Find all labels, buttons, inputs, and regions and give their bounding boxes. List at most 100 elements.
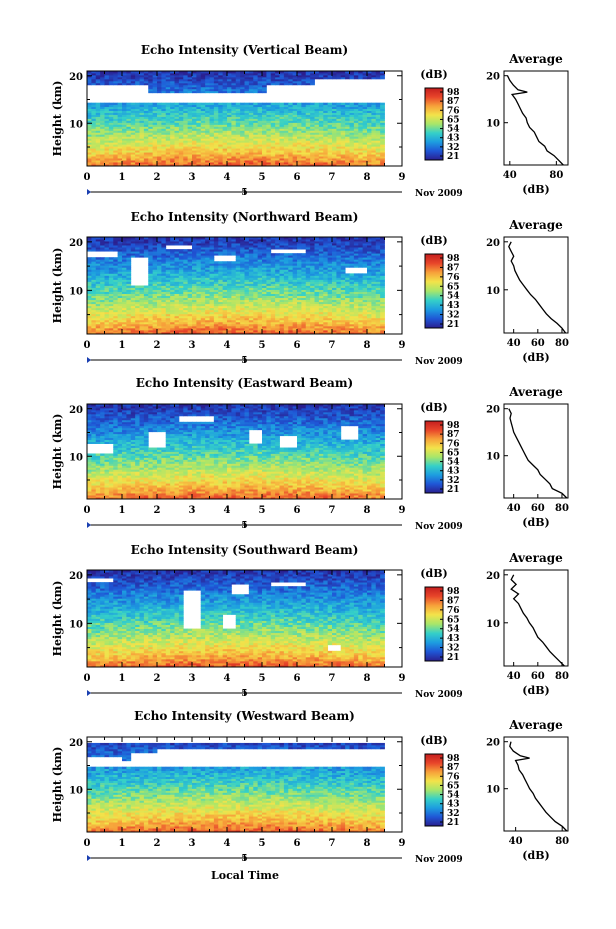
heatmap-cell	[327, 321, 333, 325]
heatmap-cell	[323, 287, 329, 290]
heatmap-cell	[91, 315, 97, 319]
heatmap-cell	[100, 323, 105, 327]
heatmap-cell	[104, 104, 110, 108]
heatmap-cell	[91, 71, 97, 74]
heatmap-cell	[327, 144, 333, 147]
heatmap-cell	[104, 72, 110, 76]
heatmap-cell	[318, 321, 324, 325]
heatmap-cell	[375, 305, 381, 309]
heatmap-cell	[367, 293, 372, 296]
heatmap-cell	[231, 140, 237, 143]
heatmap-cell	[205, 323, 210, 327]
heatmap-cell	[161, 160, 167, 163]
heatmap-cell	[332, 299, 337, 303]
heatmap-cell	[178, 140, 184, 143]
heatmap-cell	[95, 118, 101, 121]
heatmap-cell	[235, 273, 241, 276]
heatmap-cell	[305, 140, 311, 143]
heatmap-cell	[108, 102, 114, 106]
heatmap-cell	[297, 130, 302, 133]
heatmap-cell	[270, 160, 276, 163]
heatmap-cell	[310, 104, 315, 108]
heatmap-cell	[305, 118, 311, 121]
heatmap-cell	[170, 154, 175, 157]
heatmap-cell	[371, 110, 377, 113]
heatmap-cell	[174, 291, 180, 294]
heatmap-cell	[143, 102, 149, 106]
heatmap-cell	[178, 130, 184, 133]
heatmap-cell	[310, 325, 315, 329]
heatmap-cell	[187, 299, 193, 303]
heatmap-cell	[301, 138, 307, 141]
heatmap-cell	[148, 305, 154, 309]
heatmap-cell	[353, 154, 359, 157]
heatmap-cell	[336, 307, 342, 311]
heatmap-cell	[222, 293, 228, 296]
heatmap-cell	[122, 317, 127, 321]
heatmap-cell	[340, 283, 346, 286]
heatmap-cell	[380, 118, 385, 121]
heatmap-cell	[196, 325, 202, 329]
heatmap-cell	[301, 319, 307, 323]
heatmap-cell	[240, 142, 245, 145]
heatmap-cell	[262, 114, 267, 117]
heatmap-cell	[91, 275, 97, 278]
heatmap-cell	[332, 301, 337, 305]
heatmap-cell	[126, 295, 132, 299]
heatmap-cell	[148, 327, 154, 331]
heatmap-cell	[126, 331, 132, 334]
heatmap-cell	[371, 156, 377, 159]
heatmap-cell	[253, 80, 259, 84]
heatmap-cell	[240, 305, 245, 309]
heatmap-cell	[283, 301, 289, 305]
heatmap-cell	[262, 295, 267, 299]
heatmap-cell	[231, 114, 237, 117]
heatmap-cell	[122, 114, 127, 117]
heatmap-cell	[340, 281, 346, 284]
heatmap-cell	[275, 71, 280, 74]
heatmap-cell	[318, 323, 324, 327]
heatmap-cell	[270, 80, 276, 84]
heatmap-cell	[143, 321, 149, 325]
heatmap-cell	[108, 309, 114, 313]
heatmap-cell	[135, 293, 140, 296]
heatmap-cell	[380, 152, 385, 155]
heatmap-cell	[95, 80, 101, 84]
heatmap-cell	[266, 281, 272, 284]
heatmap-cell	[314, 271, 320, 274]
heatmap-cell	[209, 164, 215, 166]
heatmap-cell	[200, 271, 206, 274]
heatmap-cell	[205, 130, 210, 133]
heatmap-cell	[174, 303, 180, 307]
heatmap-cell	[183, 329, 189, 333]
heatmap-cell	[235, 138, 241, 141]
heatmap-cell	[336, 112, 342, 115]
heatmap-cell	[323, 134, 329, 137]
heatmap-cell	[323, 299, 329, 303]
heatmap-cell	[371, 122, 377, 125]
heatmap-cell	[353, 116, 359, 119]
heatmap-cell	[170, 285, 175, 288]
heatmap-cell	[108, 277, 114, 280]
heatmap-cell	[305, 162, 311, 165]
heatmap-cell	[113, 325, 119, 329]
heatmap-cell	[187, 275, 193, 278]
heatmap-cell	[336, 148, 342, 151]
heatmap-cell	[323, 114, 329, 117]
heatmap-cell	[257, 122, 263, 125]
heatmap-cell	[349, 130, 355, 133]
heatmap-cell	[178, 90, 184, 94]
heatmap-cell	[205, 295, 210, 299]
heatmap-cell	[95, 116, 101, 119]
heatmap-cell	[353, 275, 359, 278]
heatmap-cell	[327, 317, 333, 321]
heatmap-cell	[174, 108, 180, 111]
heatmap-cell	[122, 267, 127, 270]
heatmap-cell	[297, 158, 302, 161]
heatmap-cell	[314, 291, 320, 294]
heatmap-cell	[371, 148, 377, 151]
heatmap-cell	[301, 78, 307, 82]
heatmap-cell	[139, 317, 145, 321]
heatmap-cell	[205, 144, 210, 147]
heatmap-cell	[200, 90, 206, 94]
